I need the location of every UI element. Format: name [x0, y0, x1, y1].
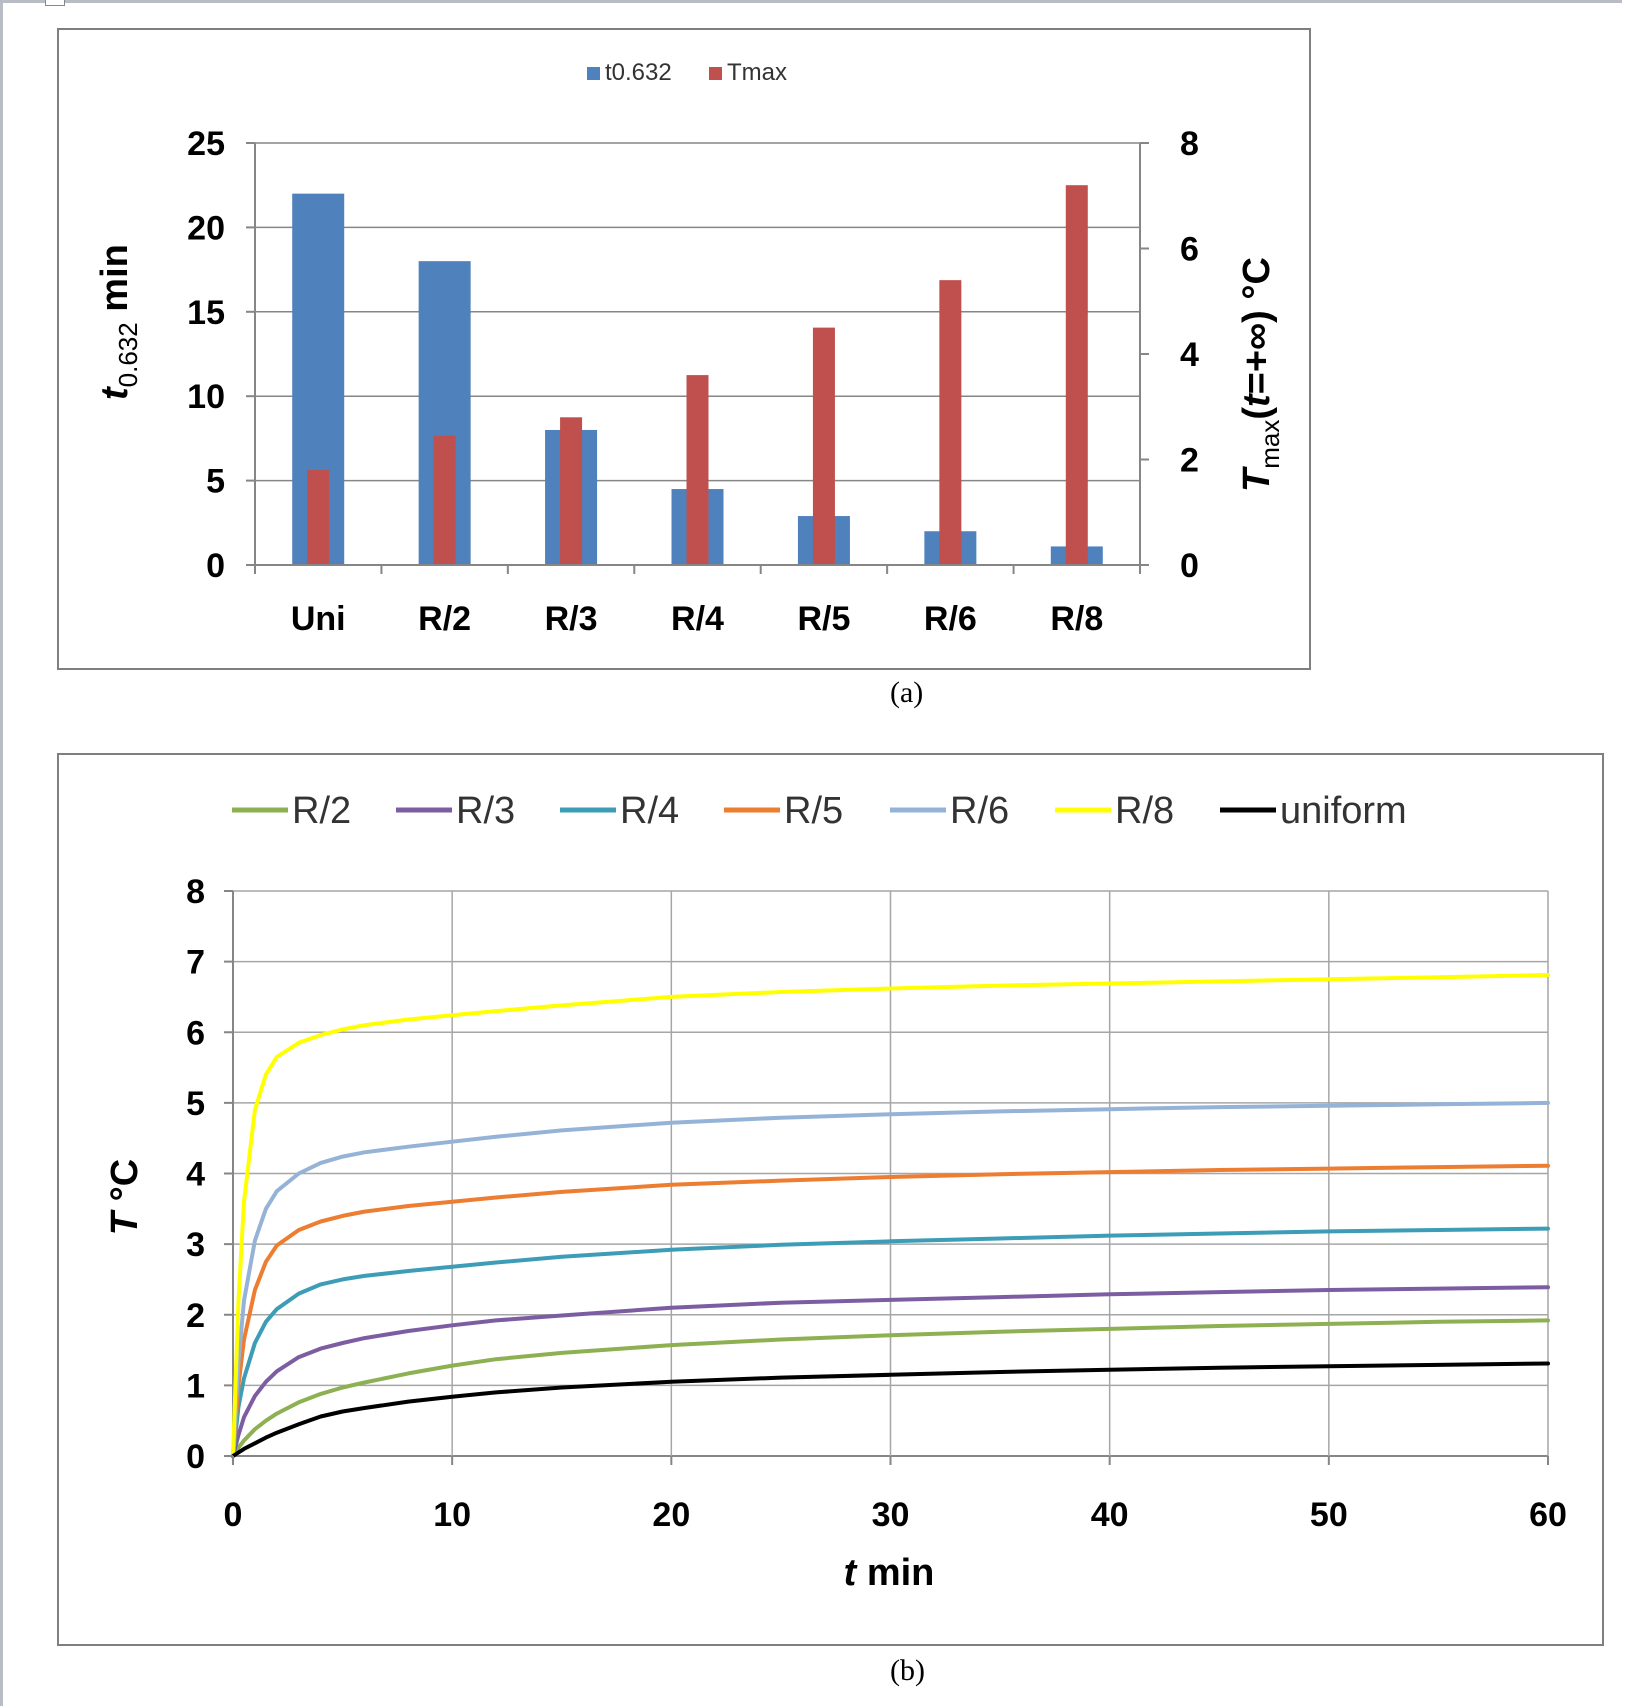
right-y-title-sub: max: [1255, 420, 1285, 469]
line-y-tick-label: 5: [186, 1085, 205, 1123]
right-y-tick-label: 6: [1180, 231, 1199, 269]
line-x-axis-title: t min: [844, 1552, 935, 1594]
legend-label-r-5: R/5: [784, 790, 843, 832]
line-y-tick-label: 1: [186, 1367, 205, 1405]
line-x-title-unit: min: [856, 1552, 934, 1594]
line-y-tick-label: 6: [186, 1014, 205, 1052]
line-x-tick-label: 50: [1310, 1496, 1348, 1534]
line-x-tick-label: 60: [1529, 1496, 1567, 1534]
left-y-tick-label: 0: [206, 547, 225, 585]
x-category-label: R/3: [545, 600, 598, 638]
legend-label-tmax: Tmax: [727, 59, 787, 86]
left-y-tick-label: 10: [187, 378, 225, 416]
series-line-r-6: [231, 1100, 1550, 1458]
left-y-title-unit: min: [94, 244, 136, 322]
line-x-tick-label: 10: [433, 1496, 471, 1534]
left-y-tick-label: 15: [187, 294, 225, 332]
line-x-tick-label: 30: [872, 1496, 910, 1534]
line-y-tick-label: 4: [186, 1156, 205, 1194]
right-y-tick-label: 8: [1180, 125, 1199, 163]
caption-b: (b): [890, 1654, 925, 1687]
legend-label-r-4: R/4: [620, 790, 679, 832]
line-y-tick-label: 3: [186, 1226, 205, 1264]
legend-swatch-t0632: [587, 67, 600, 80]
right-y-tick-label: 0: [1180, 547, 1199, 585]
bar-tmax-r-6: [939, 280, 962, 565]
line-y-tick-label: 2: [186, 1297, 205, 1335]
legend-label-r-6: R/6: [950, 790, 1009, 832]
line-x-tick-label: 40: [1091, 1496, 1129, 1534]
bar-tmax-r-5: [812, 327, 835, 565]
left-y-tick-label: 20: [187, 209, 225, 247]
left-y-title-sub: 0.632: [113, 322, 143, 387]
x-category-label: R/4: [671, 600, 724, 638]
chart-panel-b: 0 1 2 3 4 5 6 7 8 0 10 20 30 40 50 60 R/2 R/3 R/4 R/5 R/6 R/…: [57, 753, 1604, 1646]
x-category-label: R/8: [1050, 600, 1103, 638]
x-category-label: R/2: [418, 600, 471, 638]
line-y-tick-label: 8: [186, 873, 205, 911]
legend-label-r-8: R/8: [1115, 790, 1174, 832]
bar-tmax-r-2: [433, 435, 456, 565]
x-category-label: Uni: [291, 600, 346, 638]
series-line-r-8: [231, 973, 1550, 1458]
right-y-tick-label: 2: [1180, 442, 1199, 480]
right-y-tick-label: 4: [1180, 336, 1199, 374]
bar-tmax-uni: [307, 470, 330, 565]
right-y-axis-title: Tmax(t=+∞) °C: [1236, 257, 1285, 492]
series-line-uniform: [231, 1361, 1550, 1458]
legend-label-t0632: t0.632: [605, 59, 672, 86]
left-y-tick-label: 25: [187, 125, 225, 163]
line-y-title-var: T: [104, 1209, 146, 1235]
chart-panel-a: 0 5 10 15 20 25 0 2 4 6 8 Uni R/2 R/3 R/4 R/5 R/6 R/8 t0.…: [57, 28, 1311, 670]
legend-a: t0.632 Tmax: [587, 59, 787, 86]
legend-label-uniform: uniform: [1280, 790, 1407, 832]
line-y-axis-title: T °C: [104, 1159, 146, 1235]
series-line-r-3: [231, 1285, 1550, 1458]
right-y-title-rest: =+∞) °C: [1236, 257, 1278, 394]
bar-tmax-r-4: [686, 375, 709, 565]
series-line-r-2: [231, 1318, 1550, 1458]
line-y-tick-label: 7: [186, 944, 205, 982]
left-y-title-var: t: [94, 386, 136, 400]
right-y-title-t: t: [1236, 393, 1278, 407]
line-x-tick-label: 0: [224, 1496, 243, 1534]
x-category-label: R/6: [924, 600, 977, 638]
legend-label-r-3: R/3: [456, 790, 515, 832]
legend-b: R/2 R/3 R/4 R/5 R/6 R/8 uniform: [232, 790, 1407, 832]
line-y-tick-label: 0: [186, 1438, 205, 1476]
series-line-r-4: [231, 1226, 1550, 1458]
legend-swatch-tmax: [709, 67, 722, 80]
x-category-label: R/5: [797, 600, 850, 638]
series-line-r-5: [231, 1163, 1550, 1458]
line-x-title-var: t: [844, 1552, 858, 1594]
line-x-tick-label: 20: [652, 1496, 690, 1534]
bar-tmax-r-3: [560, 417, 583, 565]
line-y-title-unit: °C: [104, 1159, 146, 1212]
legend-label-r-2: R/2: [292, 790, 351, 832]
right-y-title-var: T: [1236, 466, 1278, 492]
bar-tmax-r-8: [1065, 185, 1088, 565]
left-y-tick-label: 5: [206, 463, 225, 501]
window-corner-box: [45, 0, 65, 6]
left-y-axis-title: t0.632 min: [94, 244, 143, 400]
right-y-title-paren: (: [1236, 407, 1278, 420]
caption-a: (a): [890, 676, 924, 709]
